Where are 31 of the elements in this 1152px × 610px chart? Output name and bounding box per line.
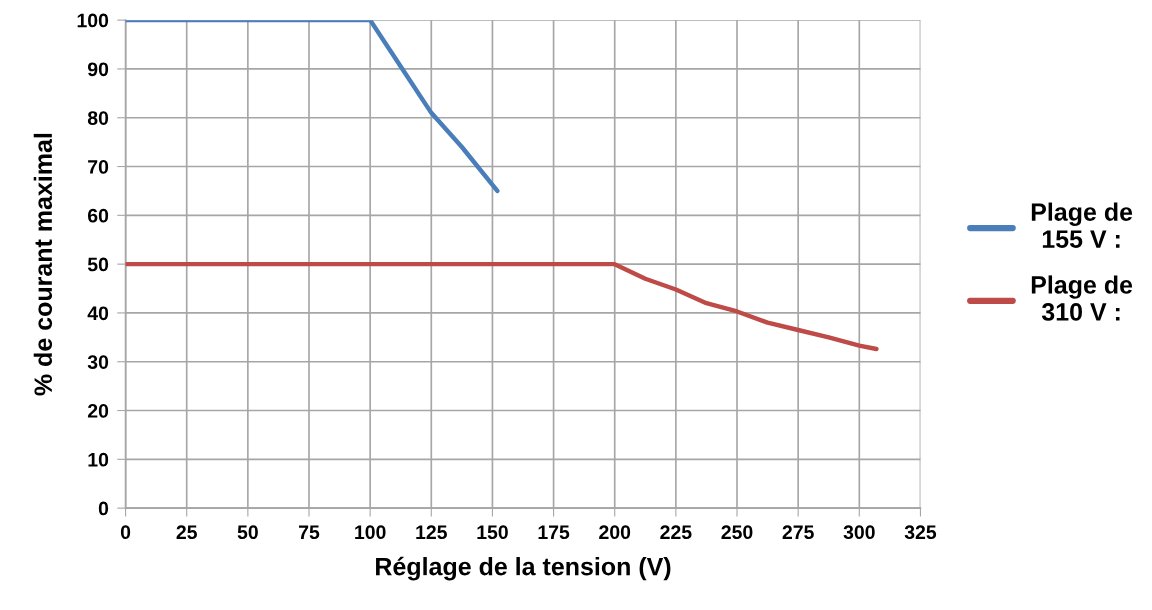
x-tick-label: 125 — [416, 525, 447, 540]
y-tick-label: 10 — [88, 452, 109, 467]
x-tick-label: 250 — [721, 525, 753, 540]
x-tick-label: 275 — [782, 525, 814, 540]
y-tick-label: 50 — [87, 257, 109, 272]
x-axis-title: Réglage de la tension (V) — [376, 556, 671, 581]
x-tick-label: 225 — [660, 525, 692, 540]
legend-label: Plage de 310 V : — [1031, 275, 1133, 321]
x-tick-label: 75 — [299, 525, 320, 540]
x-tick-label: 50 — [237, 525, 258, 540]
line-series — [125, 20, 500, 194]
x-tick-label: 0 — [120, 525, 131, 540]
y-tick-label: 100 — [77, 13, 109, 28]
y-axis-title: % de courant maximal — [33, 133, 53, 396]
y-tick-label: 80 — [87, 111, 109, 125]
x-tick-label: 100 — [355, 525, 386, 540]
x-tick-label: 150 — [477, 525, 508, 540]
x-tick-label: 300 — [843, 525, 875, 540]
y-tick-label: 40 — [87, 306, 109, 321]
y-tick-label: 0 — [98, 501, 109, 516]
x-tick-label: 200 — [599, 525, 631, 540]
y-tick-label: 30 — [87, 355, 109, 369]
x-tick-label: 25 — [176, 525, 197, 540]
y-tick-label: 20 — [87, 404, 109, 418]
y-tick-label: 70 — [88, 160, 109, 174]
x-tick-label: 325 — [904, 525, 937, 540]
line-series — [125, 261, 879, 352]
y-tick-label: 90 — [87, 62, 109, 77]
x-tick-label: 175 — [538, 525, 570, 540]
legend-label: Plage de 155 V : — [1031, 202, 1133, 248]
y-tick-label: 60 — [87, 208, 109, 223]
